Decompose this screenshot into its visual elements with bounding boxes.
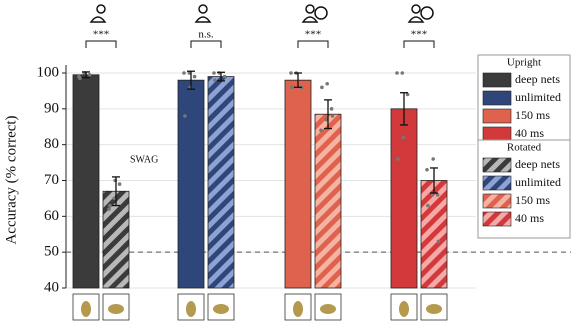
data-point (325, 81, 330, 86)
y-tick-label: 90 (44, 100, 59, 116)
data-point (78, 76, 82, 81)
significance-label: *** (305, 29, 322, 41)
legend-title: Upright (507, 57, 541, 69)
icon (411, 4, 421, 14)
bar (207, 76, 235, 289)
data-point (108, 203, 112, 208)
y-tick-label: 40 (44, 279, 59, 295)
thumbnail-object (426, 304, 442, 314)
data-point (431, 157, 436, 161)
y-tick-label: 60 (44, 208, 59, 224)
legend-swatch (482, 157, 512, 173)
data-point (329, 107, 334, 111)
legend-label: 150 ms (515, 108, 550, 122)
icon (194, 16, 212, 23)
icon (198, 4, 208, 14)
legend-swatch (482, 126, 512, 142)
data-point (290, 85, 294, 90)
significance-bracket (297, 40, 329, 48)
legend-label: deep nets (515, 157, 560, 171)
legend-label: 40 ms (515, 211, 544, 225)
data-point (112, 196, 117, 201)
legend-swatch (482, 108, 512, 124)
legend-label: 150 ms (515, 193, 550, 207)
thumbnail-object (399, 301, 409, 317)
legend-label: deep nets (515, 72, 560, 86)
significance-label: *** (93, 29, 110, 41)
y-axis-label: Accuracy (% correct) (3, 115, 19, 244)
significance-label: *** (411, 29, 428, 41)
legend-swatch (482, 72, 512, 88)
significance-bracket (85, 40, 117, 48)
icon-clock (314, 6, 328, 20)
data-point (405, 92, 410, 97)
legend-label: unlimited (515, 175, 561, 189)
data-point (400, 71, 405, 75)
bar (72, 74, 100, 289)
data-point (436, 239, 441, 244)
data-point (319, 128, 323, 133)
legend-label: unlimited (515, 90, 561, 104)
thumbnail-object (293, 301, 303, 317)
legend-swatch (482, 211, 512, 227)
thumbnail-object (186, 301, 196, 317)
data-point (425, 167, 429, 172)
data-point (435, 193, 440, 197)
data-point (107, 207, 111, 211)
annotation: SWAG (130, 154, 158, 165)
data-point (289, 71, 293, 75)
significance-bracket (403, 40, 435, 48)
data-point (401, 135, 406, 140)
data-point (182, 71, 186, 75)
data-point (213, 78, 217, 82)
bar (177, 79, 205, 289)
icon (96, 4, 106, 14)
data-point (212, 71, 216, 75)
thumbnail-object (108, 304, 124, 314)
icon (407, 16, 425, 23)
legend-swatch (482, 90, 512, 106)
icon (301, 16, 319, 23)
data-point (222, 74, 227, 79)
legend-swatch (482, 193, 512, 209)
bar (284, 79, 312, 289)
data-point (187, 71, 192, 75)
data-point (396, 157, 400, 161)
thumbnail-object (81, 301, 91, 317)
y-tick-label: 100 (37, 64, 60, 80)
significance-label: n.s. (198, 29, 214, 41)
data-point (395, 71, 399, 75)
icon (305, 4, 315, 14)
bar (420, 180, 448, 289)
legend-swatch (482, 175, 512, 191)
data-point (330, 114, 335, 118)
icon (89, 16, 107, 23)
bar (102, 190, 130, 289)
bar (390, 108, 418, 289)
thumbnail-object (213, 304, 229, 314)
legend-title: Rotated (507, 142, 542, 154)
data-point (117, 182, 122, 186)
bar (314, 113, 342, 289)
y-tick-label: 50 (44, 244, 59, 260)
significance-bracket (190, 40, 222, 48)
data-point (183, 114, 187, 118)
icon-clock (420, 6, 434, 20)
thumbnail-object (320, 304, 336, 314)
data-point (87, 72, 92, 77)
data-point (320, 85, 324, 90)
data-point (430, 193, 435, 197)
data-point (324, 117, 329, 122)
data-point (426, 203, 430, 208)
y-tick-label: 70 (44, 172, 59, 188)
legend-label: 40 ms (515, 126, 544, 140)
data-point (192, 74, 197, 79)
y-tick-label: 80 (44, 136, 59, 152)
